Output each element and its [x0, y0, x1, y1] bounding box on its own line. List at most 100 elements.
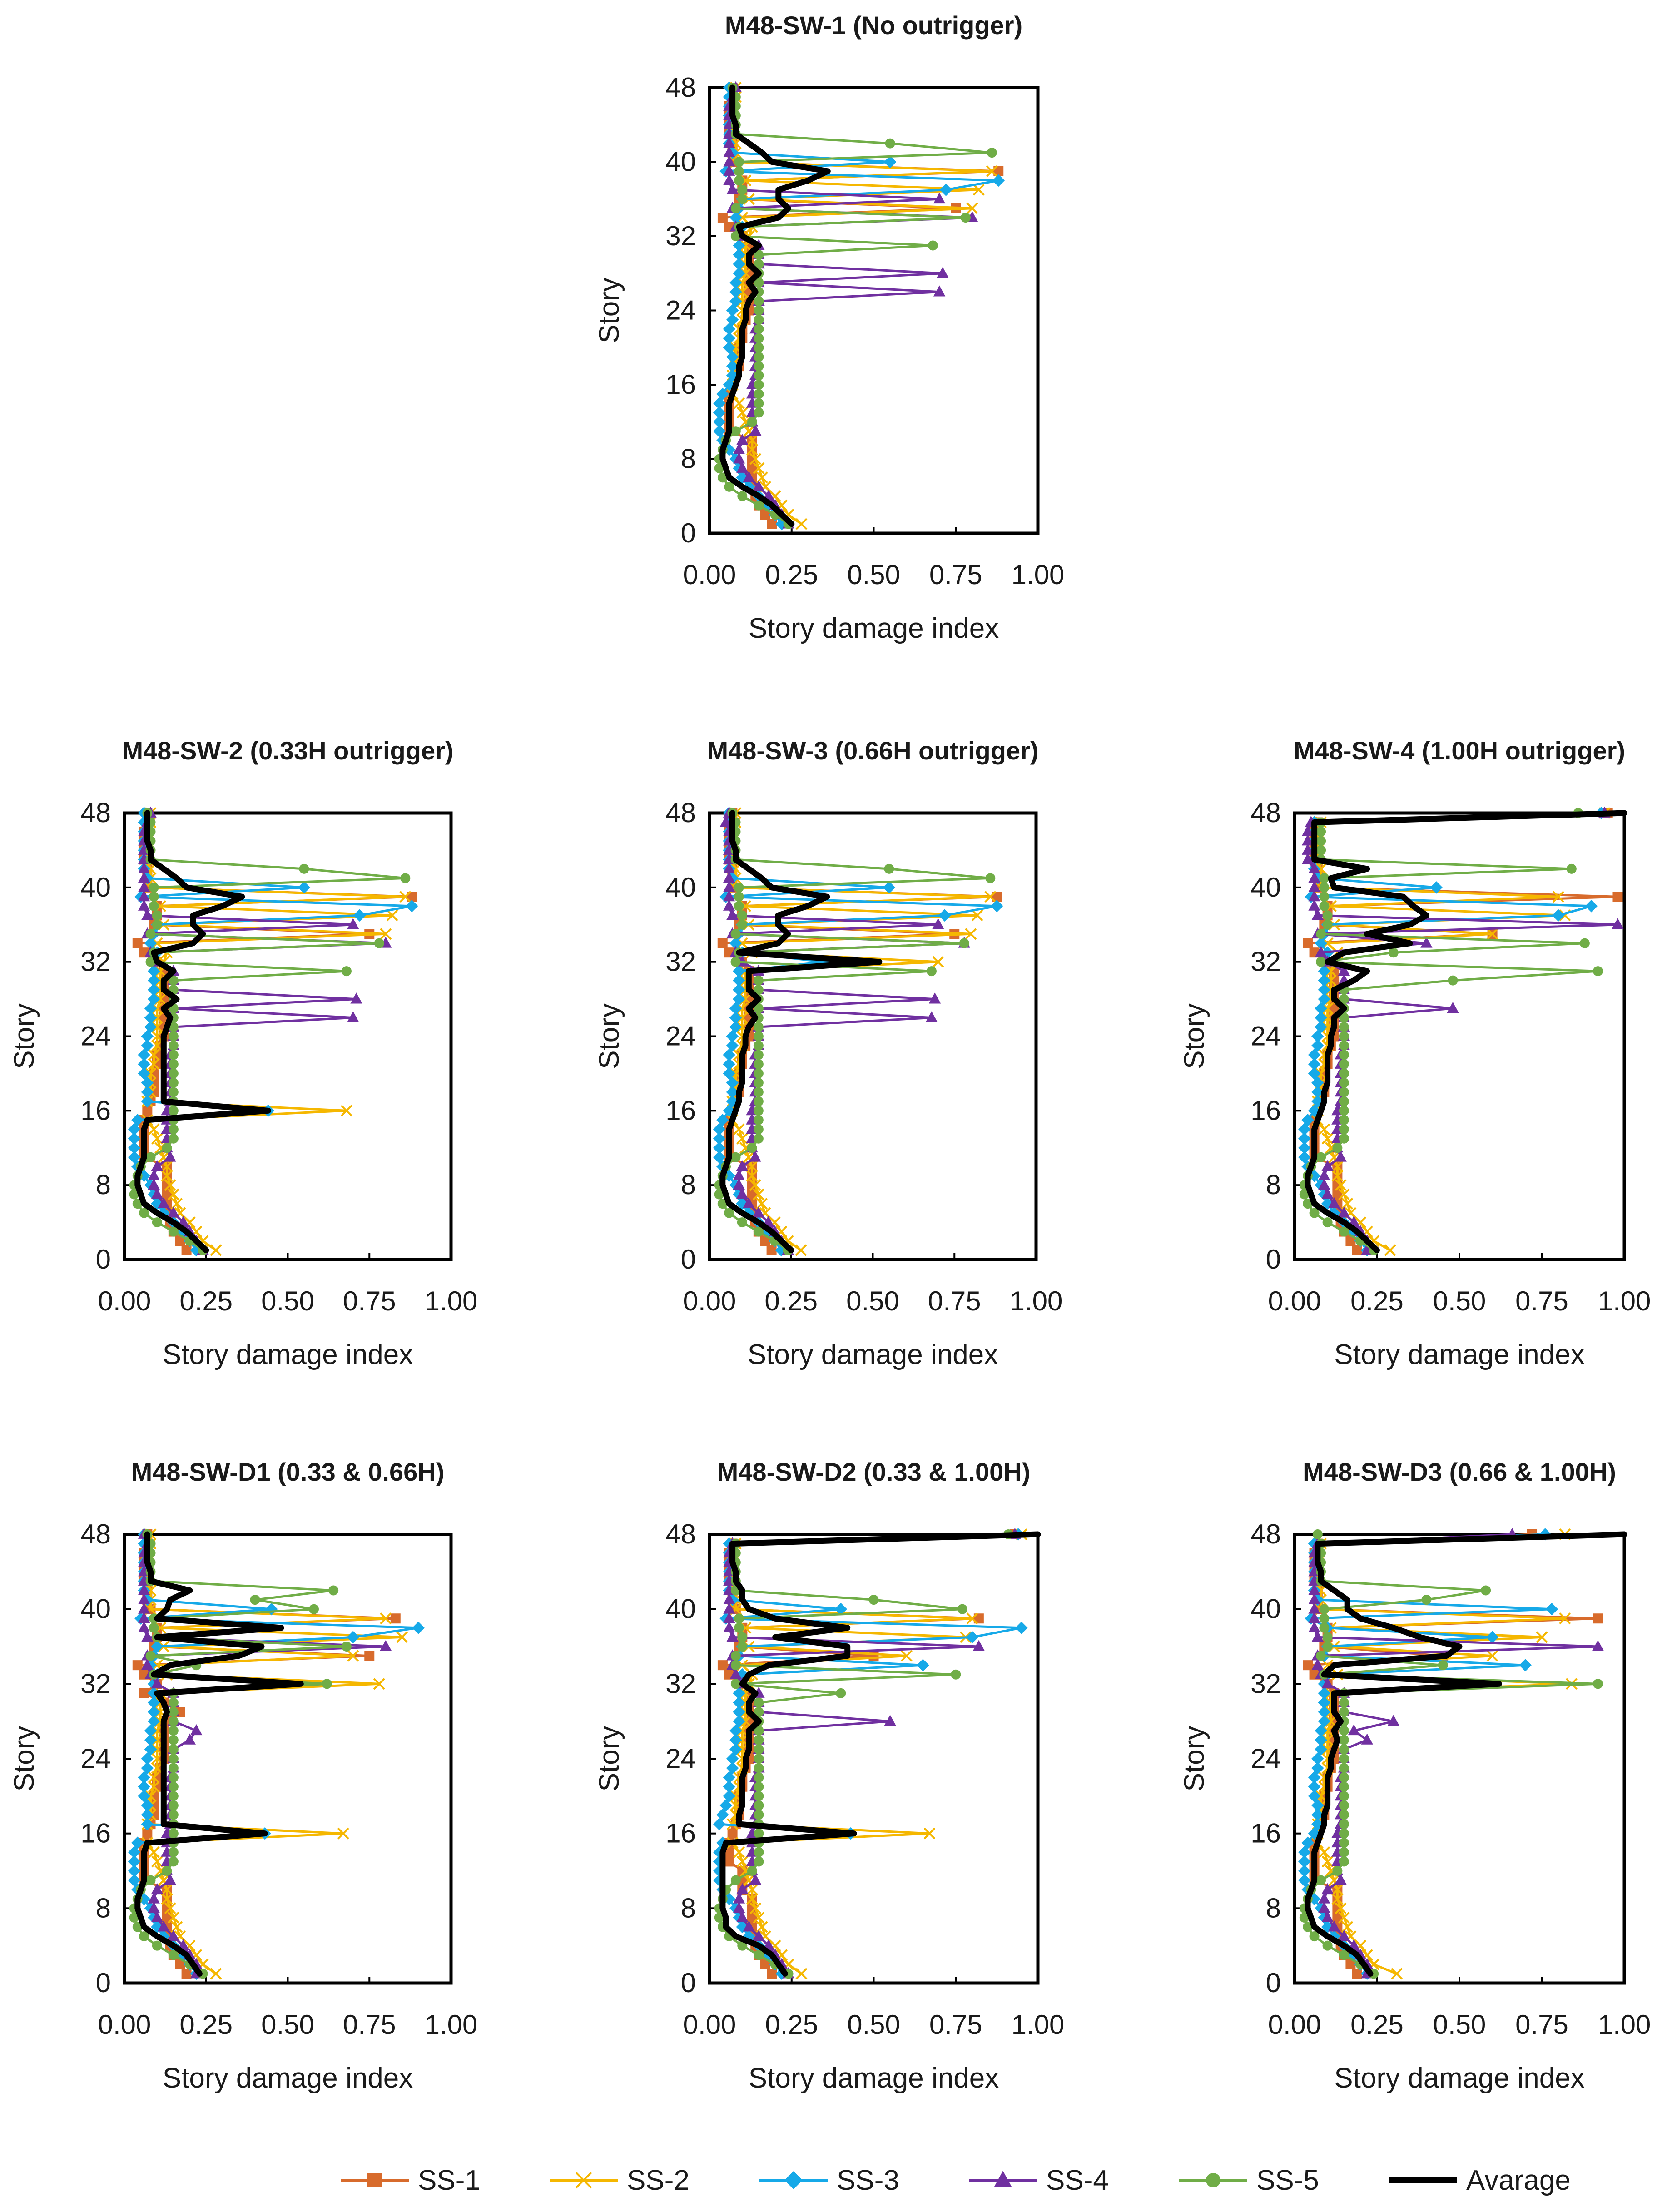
data-point [754, 361, 764, 372]
data-point [167, 1929, 180, 1941]
data-point [149, 892, 159, 902]
data-point [145, 1875, 156, 1885]
data-point [1319, 873, 1330, 883]
data-point [1566, 863, 1577, 874]
data-point [168, 1847, 179, 1857]
data-point [754, 352, 764, 362]
data-point [932, 956, 944, 968]
y-tick-label: 0 [1266, 1244, 1281, 1275]
y-tick-label: 16 [80, 1818, 111, 1849]
data-point [250, 1595, 260, 1605]
data-point [733, 239, 745, 252]
data-point [141, 908, 154, 920]
data-point [350, 992, 362, 1004]
y-tick-label: 0 [1266, 1968, 1281, 1998]
data-point [158, 1197, 170, 1209]
x-axis-label: Story damage index [1334, 1339, 1584, 1370]
data-point [753, 1003, 764, 1014]
data-point [1593, 1679, 1603, 1689]
series-line [719, 1531, 1041, 1977]
data-point [736, 1012, 748, 1024]
data-point [749, 1179, 761, 1191]
data-point [1308, 1771, 1321, 1784]
series-line [146, 1533, 403, 1975]
data-point [1332, 1189, 1343, 1200]
data-point [736, 1911, 749, 1922]
data-point [1335, 1902, 1347, 1914]
data-point [1322, 910, 1333, 921]
data-point [167, 1206, 180, 1218]
data-point [736, 407, 749, 419]
series-line [719, 810, 883, 1253]
data-point [151, 1030, 163, 1042]
data-point [168, 1226, 179, 1237]
data-point [1315, 1734, 1327, 1746]
data-point [1308, 1584, 1320, 1595]
data-point [723, 322, 736, 336]
data-point [151, 1743, 163, 1756]
data-point [129, 1189, 139, 1200]
data-point [1328, 1920, 1340, 1932]
x-tick-label: 0.25 [179, 1286, 233, 1316]
data-point [724, 1847, 734, 1857]
data-point [141, 1818, 154, 1830]
data-point [733, 452, 745, 464]
data-point [1391, 1968, 1403, 1980]
data-point [1325, 974, 1337, 987]
x-tick-label: 0.75 [928, 1286, 981, 1316]
data-point [1015, 1622, 1028, 1634]
data-point [1486, 1631, 1499, 1644]
x-tick-label: 0.50 [261, 2009, 314, 2040]
data-point [726, 908, 739, 920]
data-point [168, 1726, 179, 1736]
x-axis-label: Story damage index [749, 2063, 999, 2094]
data-point [723, 1602, 735, 1614]
data-point [767, 519, 777, 529]
data-point [168, 1697, 179, 1708]
data-point [164, 1874, 176, 1885]
data-point [719, 1799, 732, 1812]
data-point [1339, 1050, 1349, 1060]
data-point [141, 1095, 154, 1108]
data-point [1321, 1160, 1334, 1171]
data-point [299, 863, 309, 874]
data-point [754, 370, 764, 381]
data-point [714, 1189, 724, 1200]
data-point [138, 1584, 150, 1595]
data-point [162, 1143, 172, 1153]
data-point [723, 332, 736, 345]
legend-label: Avarage [1466, 2165, 1571, 2196]
data-point [734, 157, 744, 167]
data-point [733, 1696, 745, 1709]
data-point [734, 892, 744, 902]
y-tick-label: 24 [80, 1743, 111, 1774]
data-point [754, 1735, 764, 1745]
data-point [733, 1169, 745, 1180]
data-point [168, 1707, 179, 1717]
chart-panel: M48-SW-3 (0.66H outrigger) 0 8 16 24 32 40 48 0.… [594, 736, 1062, 1370]
data-point [138, 1048, 150, 1061]
data-point [1318, 1846, 1330, 1858]
y-tick-label: 8 [681, 1170, 696, 1200]
data-point [1316, 826, 1326, 837]
data-point [1321, 1677, 1334, 1689]
data-point [129, 1912, 139, 1923]
data-point [724, 1856, 734, 1867]
series-line [1303, 812, 1599, 1251]
y-tick-label: 48 [665, 798, 696, 828]
y-tick-label: 48 [665, 1519, 696, 1549]
data-point [754, 380, 764, 390]
data-point [717, 1199, 728, 1209]
data-point [145, 957, 156, 967]
data-point [168, 1050, 179, 1060]
y-axis-label: Story [9, 1003, 40, 1069]
data-point [1318, 1123, 1330, 1136]
data-point [1301, 1114, 1314, 1126]
y-tick-label: 48 [1250, 798, 1281, 828]
data-point [1332, 1866, 1343, 1876]
data-point [884, 863, 894, 874]
data-point [937, 267, 949, 278]
data-point [713, 1123, 726, 1136]
data-point [138, 1612, 150, 1623]
data-point [148, 1058, 160, 1070]
